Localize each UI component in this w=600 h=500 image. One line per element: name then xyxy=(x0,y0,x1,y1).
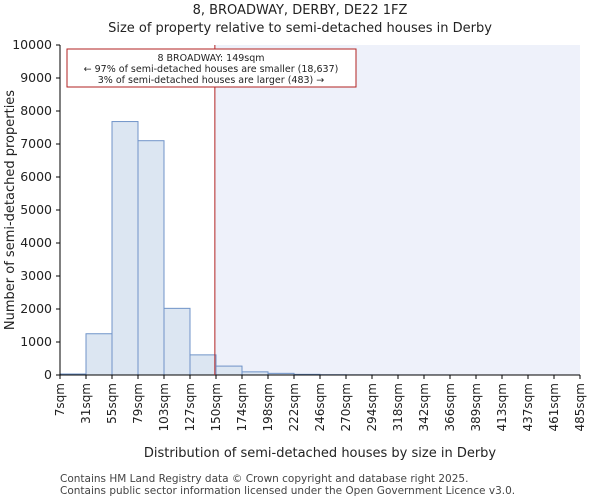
y-ticks-group: 0 1000 2000 3000 4000 5000 6000 7000 8000 9000 100… xyxy=(12,37,60,382)
bar xyxy=(163,307,191,376)
bar xyxy=(189,354,217,376)
x-tick-label: 103sqm xyxy=(157,383,171,431)
y-tick-label: 2000 xyxy=(20,301,52,316)
y-tick-label: 7000 xyxy=(20,136,52,151)
y-axis-label: Number of semi-detached properties xyxy=(3,90,18,330)
y-tick-label: 3000 xyxy=(20,268,52,283)
x-tick-label: 127sqm xyxy=(183,383,197,431)
x-tick-label: 222sqm xyxy=(287,383,301,431)
x-tick-label: 55sqm xyxy=(105,383,119,424)
y-tick-label: 8000 xyxy=(20,103,52,118)
x-tick-label: 485sqm xyxy=(573,383,587,431)
bars-group xyxy=(59,121,451,376)
x-tick-label: 150sqm xyxy=(209,383,223,431)
x-tick-label: 413sqm xyxy=(495,383,509,431)
annotation-box-border xyxy=(66,48,357,88)
x-tick-label: 318sqm xyxy=(391,383,405,431)
chart-subtitle: Size of property relative to semi-detach… xyxy=(108,21,492,36)
x-tick-label: 461sqm xyxy=(547,383,561,431)
chart-title: 8, BROADWAY, DERBY, DE22 1FZ xyxy=(192,3,408,18)
x-tick-label: 7sqm xyxy=(53,383,67,416)
x-tick-label: 342sqm xyxy=(417,383,431,431)
x-tick-label: 198sqm xyxy=(261,383,275,431)
y-tick-label: 0 xyxy=(44,367,52,382)
y-tick-label: 4000 xyxy=(20,235,52,250)
y-tick-label: 9000 xyxy=(20,70,52,85)
bar xyxy=(85,333,113,376)
x-tick-label: 270sqm xyxy=(339,383,353,431)
x-tick-label: 294sqm xyxy=(365,383,379,431)
x-tick-label: 366sqm xyxy=(443,383,457,431)
histogram-chart: 0 1000 2000 3000 4000 5000 6000 7000 8000 9000 100… xyxy=(3,37,587,461)
bar xyxy=(111,121,139,376)
annotation-line-3: 3% of semi-detached houses are larger (4… xyxy=(98,75,325,86)
bar xyxy=(137,140,165,376)
x-tick-label: 79sqm xyxy=(131,383,145,424)
y-tick-label: 10000 xyxy=(12,37,52,52)
x-tick-label: 246sqm xyxy=(313,383,327,431)
bar xyxy=(215,365,243,376)
x-tick-label: 437sqm xyxy=(521,383,535,431)
x-tick-label: 389sqm xyxy=(469,383,483,431)
footer-licence: Contains public sector information licen… xyxy=(60,485,516,497)
x-ticks-group: 7sqm 31sqm 55sqm 79sqm 103sqm 127sqm 150sqm 174… xyxy=(53,375,587,431)
y-tick-label: 5000 xyxy=(20,202,52,217)
x-axis-label: Distribution of semi-detached houses by … xyxy=(144,446,497,461)
footer-copyright: Contains HM Land Registry data © Crown c… xyxy=(60,473,469,485)
x-tick-label: 31sqm xyxy=(79,383,93,424)
y-tick-label: 6000 xyxy=(20,169,52,184)
x-tick-label: 174sqm xyxy=(235,383,249,431)
y-tick-label: 1000 xyxy=(20,334,52,349)
larger-region-highlight xyxy=(214,45,580,375)
annotation-line-1: 8 BROADWAY: 149sqm xyxy=(157,53,264,64)
annotation-line-2: ← 97% of semi-detached houses are smalle… xyxy=(84,64,339,75)
annotation-box: 8 BROADWAY: 149sqm ← 97% of semi-detache… xyxy=(66,48,357,88)
